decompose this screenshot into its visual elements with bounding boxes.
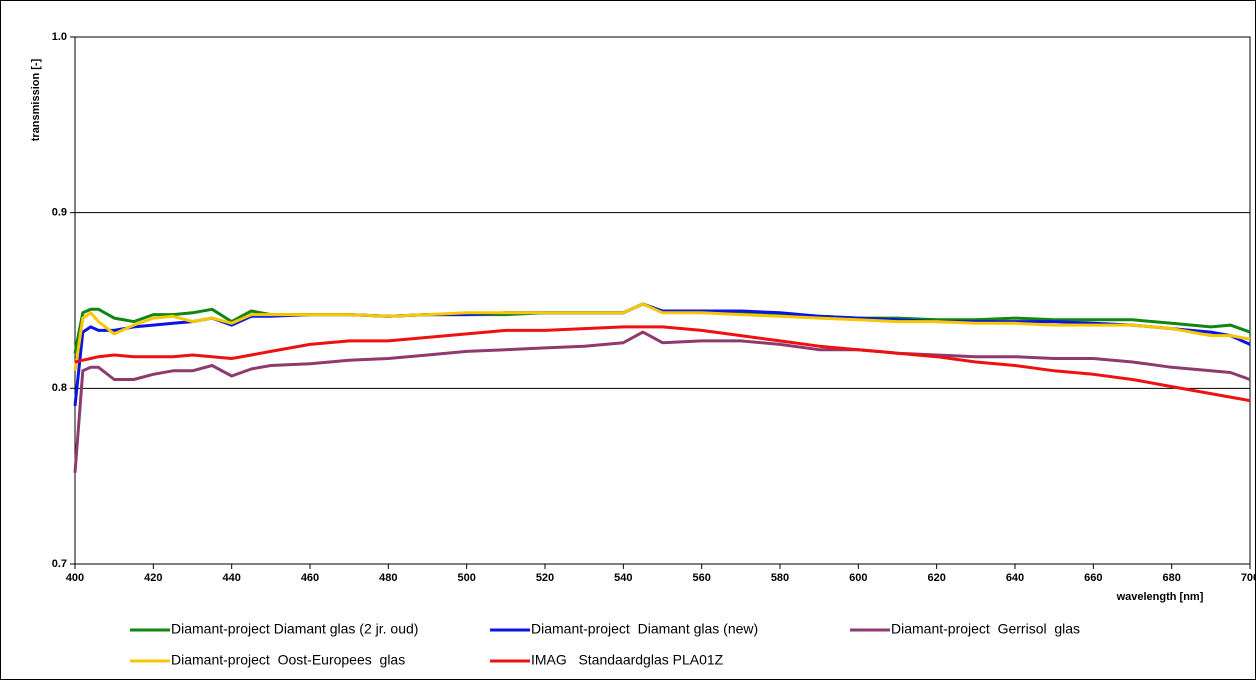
- y-tick-label: 0.9: [52, 207, 67, 219]
- legend-label: IMAG Standaardglas PLA01Z: [531, 652, 724, 668]
- x-tick-label: 520: [536, 572, 554, 584]
- y-tick-label: 0.8: [52, 382, 67, 394]
- x-tick-label: 500: [457, 572, 475, 584]
- legend-label: Diamant-project Oost-Europees glas: [171, 652, 405, 668]
- x-tick-label: 540: [614, 572, 632, 584]
- plot-area: [74, 36, 1251, 565]
- legend-label: Diamant-project Gerrisol glas: [891, 621, 1080, 637]
- x-tick-label: 700: [1241, 572, 1256, 584]
- x-tick-label: 660: [1084, 572, 1102, 584]
- legend-label: Diamant-project Diamant glas (2 jr. oud): [171, 621, 418, 637]
- x-tick-label: 620: [927, 572, 945, 584]
- x-tick-label: 480: [379, 572, 397, 584]
- y-tick-label: 0.7: [52, 558, 67, 570]
- x-tick-label: 600: [849, 572, 867, 584]
- series-line: [73, 330, 1251, 473]
- x-tick-label: 460: [301, 572, 319, 584]
- x-tick-label: 420: [144, 572, 162, 584]
- x-tick-label: 680: [1162, 572, 1180, 584]
- y-tick-label: 1.0: [52, 31, 67, 43]
- series-line: [73, 302, 1251, 372]
- x-axis-title: wavelength [nm]: [1116, 591, 1204, 603]
- x-tick-label: 400: [66, 572, 84, 584]
- x-tick-label: 580: [771, 572, 789, 584]
- x-tick-label: 440: [222, 572, 240, 584]
- x-tick-label: 640: [1006, 572, 1024, 584]
- y-axis-title: transmission [-]: [30, 58, 42, 141]
- legend-label: Diamant-project Diamant glas (new): [531, 621, 758, 637]
- series-line: [74, 325, 1251, 403]
- x-tick-label: 560: [692, 572, 710, 584]
